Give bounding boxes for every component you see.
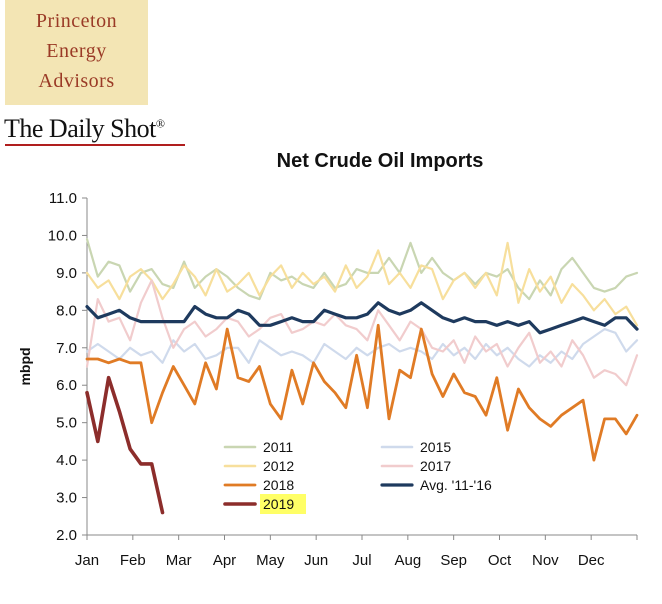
legend-label-2015: 2015 — [420, 439, 451, 455]
y-tick-label: 6.0 — [56, 377, 77, 394]
x-tick-label: Mar — [166, 552, 192, 569]
series-line-2018 — [85, 323, 639, 462]
x-tick-label: Jul — [352, 552, 371, 569]
y-tick-label: 10.0 — [48, 227, 77, 244]
y-tick-label: 7.0 — [56, 340, 77, 357]
x-axis: Jan Feb Mar Apr May Jun Jul Aug Sep Oct Nov Dec — [75, 534, 638, 569]
x-tick-label: Dec — [578, 552, 605, 569]
x-tick-label: May — [256, 552, 285, 569]
daily-shot-name: The Daily Shot — [4, 114, 156, 143]
legend-label-2019: 2019 — [263, 496, 294, 512]
x-tick-label: Jan — [75, 552, 99, 569]
logo-line-3: Advisors — [38, 70, 115, 92]
series-line-avg-11-16 — [85, 301, 639, 335]
y-tick-label: 3.0 — [56, 490, 77, 507]
daily-shot-wordmark: The Daily Shot® — [4, 114, 165, 144]
x-tick-label: Nov — [532, 552, 559, 569]
daily-shot-underline — [5, 144, 185, 146]
y-axis: 2.0 3.0 4.0 5.0 6.0 7.0 8.0 9.0 10.0 11.0 mbpd — [17, 190, 88, 544]
y-tick-label: 8.0 — [56, 302, 77, 319]
y-tick-label: 4.0 — [56, 452, 77, 469]
logo-line-1: Princeton — [35, 10, 118, 32]
y-tick-label: 9.0 — [56, 265, 77, 282]
series-line-2015 — [85, 328, 639, 368]
x-tick-label: Aug — [394, 552, 421, 569]
series-line-2017 — [85, 279, 639, 387]
x-tick-label: Sep — [440, 552, 467, 569]
x-tick-label: Oct — [488, 552, 512, 569]
legend-label-2017: 2017 — [420, 458, 451, 474]
logo-line-2: Energy — [46, 40, 107, 62]
y-axis-label: mbpd — [17, 347, 33, 385]
x-tick-label: Apr — [213, 552, 236, 569]
series-line-2012 — [85, 241, 639, 327]
series-layer — [85, 238, 639, 515]
legend-label-2012: 2012 — [263, 458, 294, 474]
y-tick-label: 5.0 — [56, 415, 77, 432]
legend-label-2011: 2011 — [263, 439, 293, 455]
x-tick-label: Jun — [304, 552, 328, 569]
series-line-2019 — [85, 375, 165, 515]
legend: 2011 2015 2012 2017 2018 Avg. '11-'16 2019 — [223, 439, 492, 514]
y-tick-label: 11.0 — [49, 190, 77, 207]
y-tick-label: 2.0 — [56, 527, 77, 544]
x-tick-label: Feb — [120, 552, 146, 569]
chart-title: Net Crude Oil Imports — [276, 150, 484, 172]
princeton-energy-advisors-logo: Princeton Energy Advisors — [5, 0, 148, 105]
legend-highlight — [260, 494, 306, 514]
registered-mark: ® — [155, 116, 165, 131]
legend-label-2018: 2018 — [263, 477, 294, 493]
legend-label-avg-11-16: Avg. '11-'16 — [420, 477, 492, 493]
